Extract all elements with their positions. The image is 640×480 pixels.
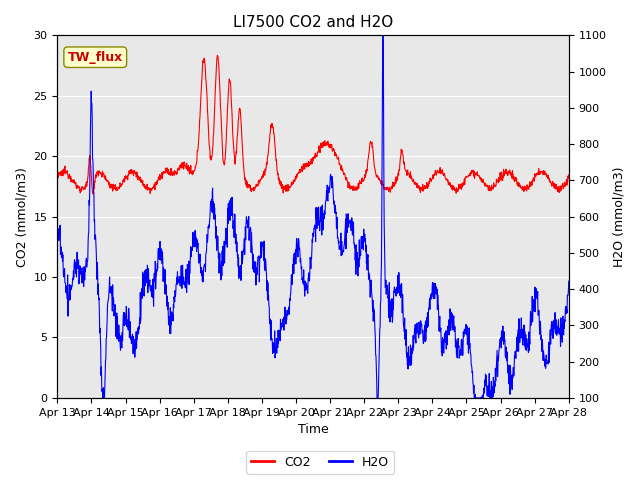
H2O	[115, 334, 122, 339]
H2O	[291, 261, 298, 267]
CO2	[291, 179, 299, 184]
Text: TW_flux: TW_flux	[68, 51, 123, 64]
CO2	[345, 180, 353, 186]
CO2	[115, 184, 122, 190]
Line: CO2: CO2	[58, 55, 569, 194]
CO2	[93, 170, 101, 176]
X-axis label: Time: Time	[298, 423, 328, 436]
Legend: CO2, H2O: CO2, H2O	[246, 451, 394, 474]
H2O	[565, 278, 573, 284]
CO2	[565, 172, 573, 178]
H2O	[282, 312, 289, 318]
H2O	[54, 237, 61, 243]
Y-axis label: CO2 (mmol/m3): CO2 (mmol/m3)	[15, 167, 28, 266]
CO2	[89, 191, 97, 197]
H2O	[93, 276, 101, 282]
Line: H2O: H2O	[58, 25, 569, 398]
CO2	[271, 144, 279, 149]
H2O	[379, 23, 387, 28]
Title: LI7500 CO2 and H2O: LI7500 CO2 and H2O	[233, 15, 393, 30]
H2O	[99, 395, 107, 401]
H2O	[345, 217, 353, 223]
CO2	[54, 175, 61, 181]
CO2	[282, 188, 289, 194]
H2O	[271, 328, 278, 334]
CO2	[214, 52, 221, 58]
Y-axis label: H2O (mmol/m3): H2O (mmol/m3)	[612, 167, 625, 267]
